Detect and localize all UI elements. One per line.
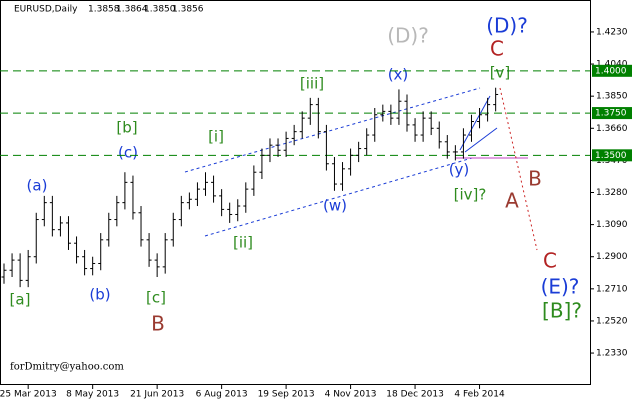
x-tick-label: 6 Aug 2013 xyxy=(196,390,248,400)
wave-label: (D)? xyxy=(387,24,429,48)
wave-label: [ii] xyxy=(233,234,253,252)
wave-label: (E)? xyxy=(541,275,580,299)
x-tick-label: 18 Dec 2013 xyxy=(386,390,444,400)
wave-label: (c) xyxy=(118,144,138,162)
plot-frame xyxy=(0,0,591,385)
wave-label: B xyxy=(528,167,542,191)
wave-label: [i] xyxy=(208,128,224,146)
y-tick-label: 1.3850 xyxy=(596,92,628,102)
header-high: 1.3864 xyxy=(116,5,148,15)
wave-label: A xyxy=(505,189,519,213)
wedge-upper xyxy=(459,95,491,151)
wave-label: (b) xyxy=(89,286,110,304)
x-tick-label: 21 Jun 2013 xyxy=(130,390,184,400)
wave-label: (x) xyxy=(388,66,409,84)
y-tick-label: 1.3090 xyxy=(596,220,628,230)
channel-lower xyxy=(204,157,473,237)
y-tick-label: 1.3280 xyxy=(596,188,628,198)
y-tick-label: 1.2710 xyxy=(596,284,628,294)
wave-label: (a) xyxy=(27,177,48,195)
header-close: 1.3856 xyxy=(172,5,204,15)
wave-label: [b] xyxy=(116,119,137,137)
y-tick-label: 1.2520 xyxy=(596,316,628,326)
symbol: EURUSD,Daily xyxy=(14,5,78,15)
y-tick-label: 1.2330 xyxy=(596,349,628,359)
y-tick-label: 1.2900 xyxy=(596,252,628,262)
wave-labels: [a] (a) (b) (c) [b] [c] B [i] [ii] [iii]… xyxy=(10,14,582,336)
x-tick-label: 8 May 2013 xyxy=(66,390,119,400)
level-label: 1.3750 xyxy=(595,109,627,119)
level-label: 1.4000 xyxy=(595,66,627,76)
wave-label: (D)? xyxy=(486,14,528,38)
wave-label: [iii] xyxy=(300,75,324,93)
wave-label: [B]? xyxy=(542,299,582,323)
wave-label: [v] xyxy=(490,64,511,82)
wave-label: C xyxy=(543,249,557,273)
x-tick-label: 19 Sep 2013 xyxy=(258,390,315,400)
level-box xyxy=(592,64,632,77)
trendlines xyxy=(184,87,538,251)
level-label: 1.3500 xyxy=(595,151,627,161)
wedge-lower xyxy=(464,127,498,153)
wave-label: B xyxy=(151,312,165,336)
wave-label: C xyxy=(490,37,504,61)
wave-label: [iv]? xyxy=(454,186,487,204)
header-open: 1.3858 xyxy=(88,5,120,15)
y-tick-label: 1.4040 xyxy=(596,60,628,70)
wave-label: (w) xyxy=(323,197,347,215)
watermark: forDmitry@yahoo.com xyxy=(10,362,124,373)
x-tick-label: 4 Nov 2013 xyxy=(325,390,377,400)
wave-label: [c] xyxy=(146,289,166,307)
y-tick-label: 1.4230 xyxy=(596,27,628,37)
level-box xyxy=(592,149,632,162)
x-tick-label: 25 Mar 2013 xyxy=(0,390,57,400)
wave-label: [a] xyxy=(10,291,31,309)
header-low: 1.3850 xyxy=(144,5,176,15)
wave-label: (y) xyxy=(449,161,470,179)
level-box xyxy=(592,107,632,120)
y-tick-label: 1.3660 xyxy=(596,124,628,134)
x-tick-label: 4 Feb 2014 xyxy=(454,390,505,400)
